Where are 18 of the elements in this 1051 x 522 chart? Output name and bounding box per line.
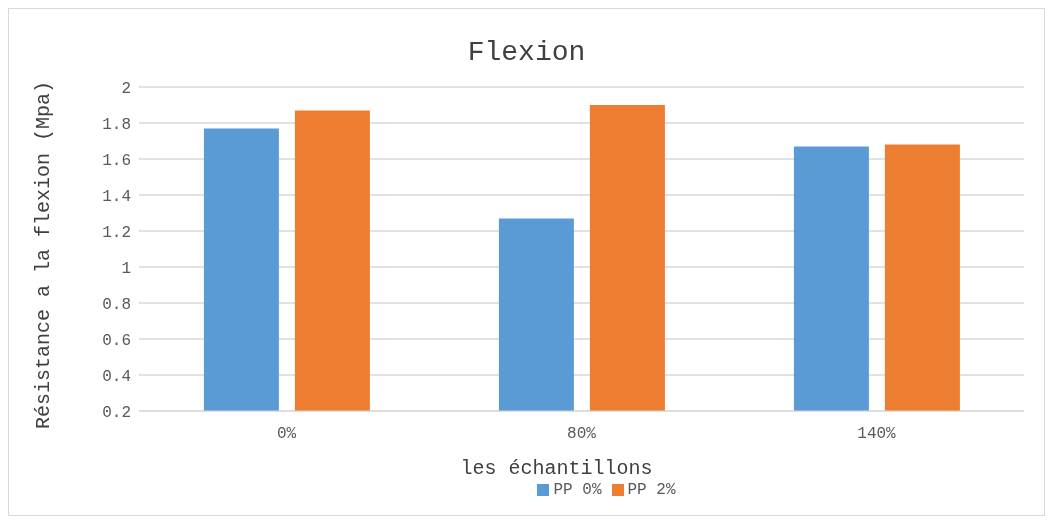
- y-axis-title: Résistance a la flexion (Mpa): [32, 79, 55, 432]
- y-tick-label: 1.6: [102, 151, 131, 170]
- y-tick-label: 0.8: [102, 295, 131, 314]
- x-tick-label: 140%: [857, 425, 897, 444]
- y-tick-label: 0.4: [102, 367, 131, 386]
- y-tick-label: 1: [121, 259, 131, 278]
- y-tick-label: 1.8: [102, 115, 131, 134]
- y-tick-label: 1.4: [102, 187, 131, 206]
- x-tick-label: 0%: [276, 425, 297, 444]
- x-axis-title: les échantillons: [459, 457, 654, 480]
- y-tick-label: 0.6: [102, 331, 131, 350]
- y-tick-label: 2: [121, 79, 131, 98]
- legend-label: PP 2%: [627, 481, 676, 499]
- x-tick-label: 80%: [567, 425, 597, 444]
- legend-label: PP 0%: [553, 481, 602, 499]
- y-tick-label: 1.2: [102, 223, 131, 242]
- y-tick-label: 0.2: [102, 403, 131, 422]
- chart-title: Flexion: [466, 37, 587, 68]
